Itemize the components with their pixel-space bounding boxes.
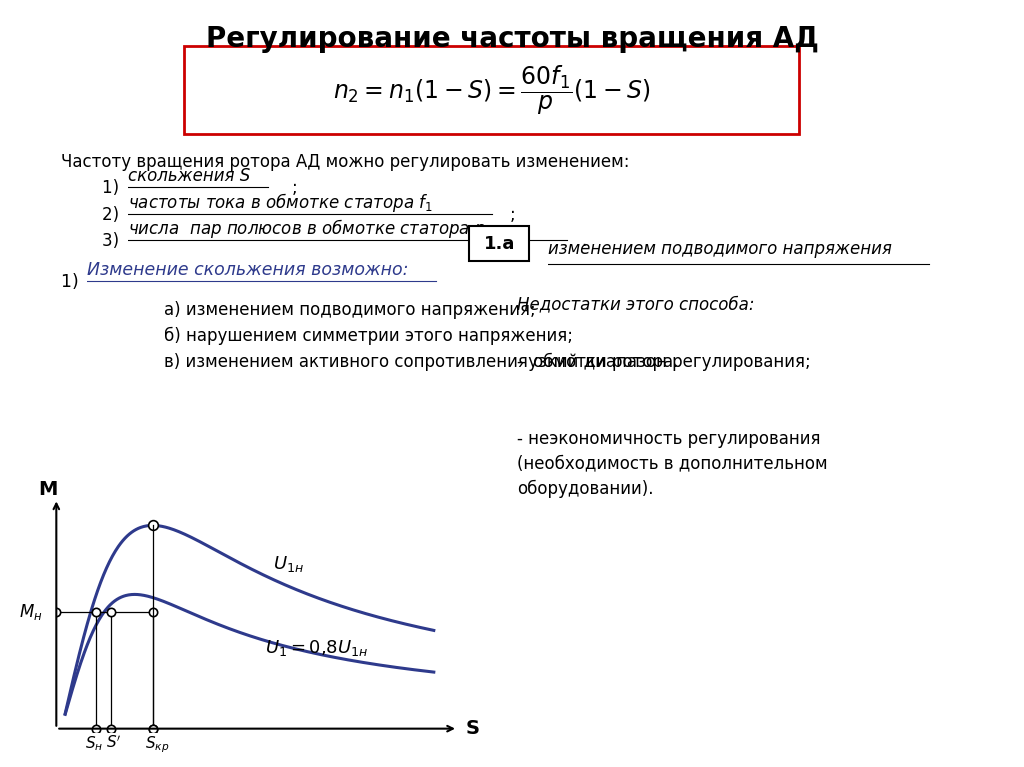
Text: а) изменением подводимого напряжения;: а) изменением подводимого напряжения; bbox=[164, 301, 536, 319]
Text: в) изменением активного сопротивления обмотки ротора.: в) изменением активного сопротивления об… bbox=[164, 353, 678, 371]
Text: 1.а: 1.а bbox=[483, 235, 515, 252]
Text: числа  пар полюсов в обмотке статора $p$: числа пар полюсов в обмотке статора $p$ bbox=[128, 216, 486, 239]
Text: $U_{1н}$: $U_{1н}$ bbox=[273, 554, 304, 574]
Text: Частоту вращения ротора АД можно регулировать изменением:: Частоту вращения ротора АД можно регулир… bbox=[61, 153, 630, 171]
Text: б) нарушением симметрии этого напряжения;: б) нарушением симметрии этого напряжения… bbox=[164, 327, 572, 345]
Text: Недостатки этого способа:: Недостатки этого способа: bbox=[517, 295, 755, 313]
Text: 3): 3) bbox=[102, 232, 125, 249]
Text: $M_н$: $M_н$ bbox=[18, 601, 42, 622]
Text: $U_1=0{,}8U_{1н}$: $U_1=0{,}8U_{1н}$ bbox=[265, 638, 369, 658]
Text: $S_{кр}$: $S_{кр}$ bbox=[144, 735, 169, 755]
Text: ;: ; bbox=[292, 179, 298, 197]
Text: частоты тока в обмотке статора $f_1$: частоты тока в обмотке статора $f_1$ bbox=[128, 190, 433, 213]
Text: изменением подводимого напряжения: изменением подводимого напряжения bbox=[548, 240, 892, 258]
Text: $n_2 = n_1(1-S) = \dfrac{60f_1}{p}(1-S)$: $n_2 = n_1(1-S) = \dfrac{60f_1}{p}(1-S)$ bbox=[333, 64, 650, 117]
Text: 1): 1) bbox=[102, 179, 125, 197]
Bar bbox=[469, 225, 529, 262]
Text: - узкий диапазон регулирования;: - узкий диапазон регулирования; bbox=[517, 353, 811, 370]
Text: $S'$: $S'$ bbox=[105, 735, 122, 751]
Text: $S_н$: $S_н$ bbox=[85, 735, 103, 753]
Text: 1): 1) bbox=[61, 273, 85, 291]
Text: S: S bbox=[466, 719, 480, 738]
Text: M: M bbox=[39, 479, 58, 499]
Text: Изменение скольжения возможно:: Изменение скольжения возможно: bbox=[87, 261, 409, 279]
Text: ;: ; bbox=[510, 206, 516, 223]
Text: Регулирование частоты вращения АД: Регулирование частоты вращения АД bbox=[206, 25, 818, 53]
Text: - неэкономичность регулирования
(необходимость в дополнительном
оборудовании).: - неэкономичность регулирования (необход… bbox=[517, 430, 827, 498]
Text: скольжения S: скольжения S bbox=[128, 167, 250, 185]
Text: .: . bbox=[582, 232, 587, 249]
Text: 2): 2) bbox=[102, 206, 125, 223]
